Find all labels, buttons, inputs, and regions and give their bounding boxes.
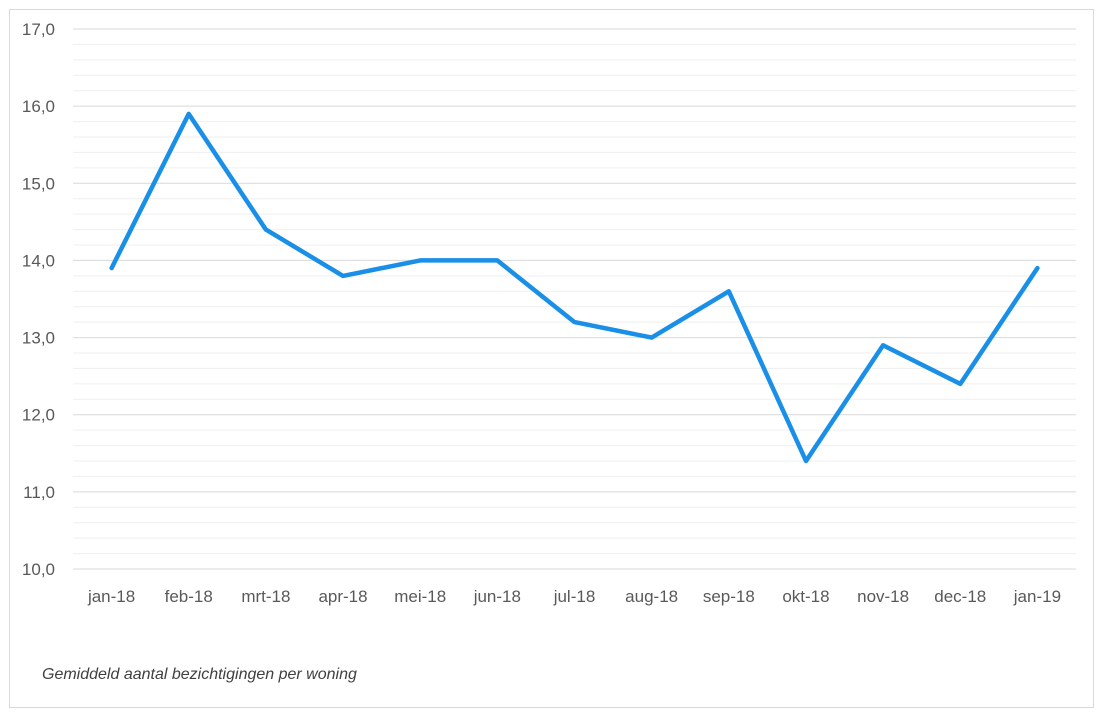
x-tick-label: feb-18 xyxy=(165,587,213,606)
y-tick-label: 10,0 xyxy=(22,560,55,579)
y-tick-label: 12,0 xyxy=(22,406,55,425)
y-tick-label: 15,0 xyxy=(22,174,55,193)
y-tick-label: 13,0 xyxy=(22,329,55,348)
minor-gridlines xyxy=(73,43,1076,555)
x-tick-label: mei-18 xyxy=(394,587,446,606)
major-gridlines xyxy=(73,28,1076,570)
x-tick-label: aug-18 xyxy=(625,587,678,606)
x-tick-label: jan-18 xyxy=(87,587,135,606)
x-tick-label: sep-18 xyxy=(703,587,755,606)
x-tick-label: apr-18 xyxy=(318,587,367,606)
y-tick-label: 16,0 xyxy=(22,97,55,116)
x-tick-label: dec-18 xyxy=(934,587,986,606)
series-group xyxy=(109,111,1040,464)
y-tick-label: 14,0 xyxy=(22,251,55,270)
x-tick-label: jul-18 xyxy=(553,587,596,606)
y-axis-ticks: 10,0 11,0 12,0 13,0 14,0 15,0 16,0 17,0 xyxy=(22,20,55,579)
y-tick-label: 17,0 xyxy=(22,20,55,39)
x-tick-label: mrt-18 xyxy=(241,587,290,606)
x-tick-label: nov-18 xyxy=(857,587,909,606)
x-axis-ticks: jan-18 feb-18 mrt-18 apr-18 mei-18 jun-18 jul-… xyxy=(87,587,1061,606)
x-tick-label: jan-19 xyxy=(1013,587,1061,606)
chart-caption: Gemiddeld aantal bezichtigingen per woni… xyxy=(42,666,357,683)
series-line xyxy=(109,111,1040,464)
y-tick-label: 11,0 xyxy=(23,483,55,502)
x-tick-label: jun-18 xyxy=(473,587,521,606)
x-tick-label: okt-18 xyxy=(782,587,829,606)
